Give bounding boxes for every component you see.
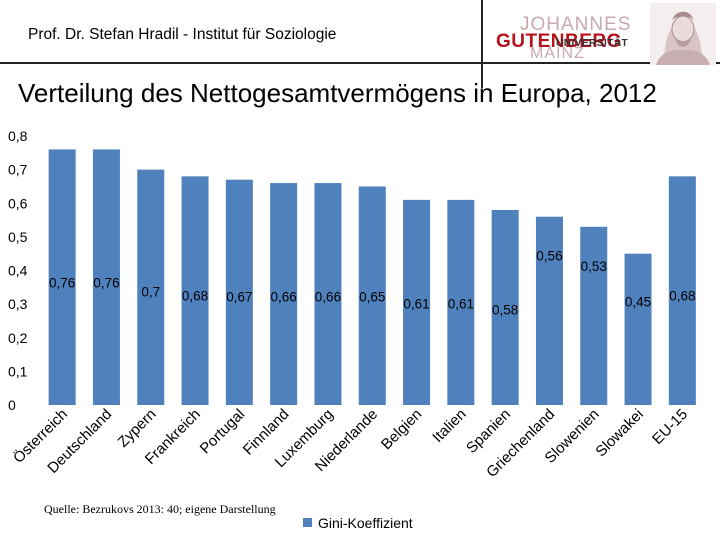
bar-value-label: 0,65	[359, 290, 385, 305]
x-tick-label: Slowakei	[592, 406, 646, 460]
bar-slowakei	[624, 253, 652, 405]
bars	[48, 149, 696, 405]
bar-value-label: 0,66	[271, 290, 297, 305]
header-divider-vertical	[481, 0, 483, 88]
bar-chart: 0 0,1 0,2 0,3 0,4 0,5 0,6 0,7 0,8 0,76 0,76 0,7 0,6…	[8, 128, 696, 481]
y-tick-label: 0,7	[8, 162, 28, 178]
bar-slowenien	[580, 226, 608, 405]
bar-value-label: 0,76	[49, 276, 75, 291]
bar-österreich	[48, 149, 76, 405]
bar-niederlande	[358, 186, 386, 405]
y-tick-label: 0,5	[8, 229, 28, 245]
y-tick-label: 0,2	[8, 330, 28, 346]
bar-zypern	[137, 169, 165, 405]
bar-eu-15	[668, 176, 696, 405]
legend-swatch	[303, 518, 312, 527]
x-tick-label: Belgien	[378, 406, 425, 453]
bar-value-label: 0,61	[448, 297, 474, 312]
bar-value-label: 0,68	[182, 289, 208, 304]
logo-line-universitaet: UNIVERSITÄT	[556, 38, 629, 49]
bar-belgien	[403, 199, 431, 405]
university-logo: JOHANNES GUTENBERG UNIVERSITÄT MAINZ	[490, 14, 630, 64]
header-author: Prof. Dr. Stefan Hradil - Institut für S…	[28, 26, 337, 43]
bar-value-label: 0,66	[315, 290, 341, 305]
logo-line-mainz: MAINZ	[530, 45, 585, 62]
y-tick-label: 0,8	[8, 128, 28, 144]
y-axis-labels: 0 0,1 0,2 0,3 0,4 0,5 0,6 0,7 0,8	[8, 128, 28, 413]
bar-luxemburg	[314, 183, 342, 405]
bar-value-label: 0,67	[226, 290, 252, 305]
bar-portugal	[225, 179, 253, 405]
y-tick-label: 0,6	[8, 195, 28, 211]
gutenberg-portrait-icon	[650, 3, 716, 65]
bar-frankreich	[181, 176, 209, 405]
bar-italien	[447, 199, 475, 405]
y-tick-label: 0,4	[8, 263, 28, 279]
bar-value-label: 0,53	[581, 259, 607, 274]
bar-value-label: 0,61	[403, 297, 429, 312]
bar-spanien	[491, 209, 519, 405]
y-tick-label: 0,1	[8, 363, 28, 379]
bar-value-label: 0,7	[141, 285, 160, 300]
bar-deutschland	[92, 149, 120, 405]
bar-finnland	[270, 183, 298, 405]
chart-legend: Gini-Koeffizient	[303, 515, 413, 531]
bar-value-label: 0,45	[625, 295, 651, 310]
source-note: Quelle: Bezrukovs 2013: 40; eigene Darst…	[44, 502, 276, 516]
y-tick-label: 0,3	[8, 296, 28, 312]
logo-line-gutenberg: GUTENBERG	[496, 31, 622, 52]
bar-value-label: 0,76	[93, 276, 119, 291]
bar-value-label: 0,56	[536, 249, 562, 264]
x-tick-label: Italien	[429, 406, 469, 446]
bar-value-labels: 0,76 0,76 0,7 0,68 0,67 0,66 0,66 0,65 0,61 0,61 0…	[49, 249, 695, 318]
bar-griechenland	[535, 216, 563, 405]
x-tick-label: EU-15	[649, 406, 691, 448]
slide-title: Verteilung des Nettogesamtvermögens in E…	[18, 78, 657, 108]
bar-value-label: 0,68	[669, 289, 695, 304]
logo-line-johannes: JOHANNES	[520, 14, 632, 35]
legend-label: Gini-Koeffizient	[318, 515, 413, 531]
header-divider-horizontal	[0, 62, 720, 64]
x-tick-label: Portugal	[197, 406, 249, 458]
y-tick-label: 0	[8, 397, 16, 413]
bar-value-label: 0,58	[492, 303, 518, 318]
